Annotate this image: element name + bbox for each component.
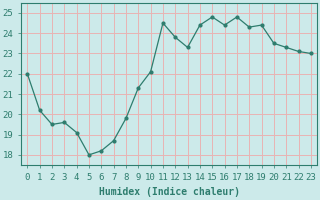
X-axis label: Humidex (Indice chaleur): Humidex (Indice chaleur) xyxy=(99,187,240,197)
